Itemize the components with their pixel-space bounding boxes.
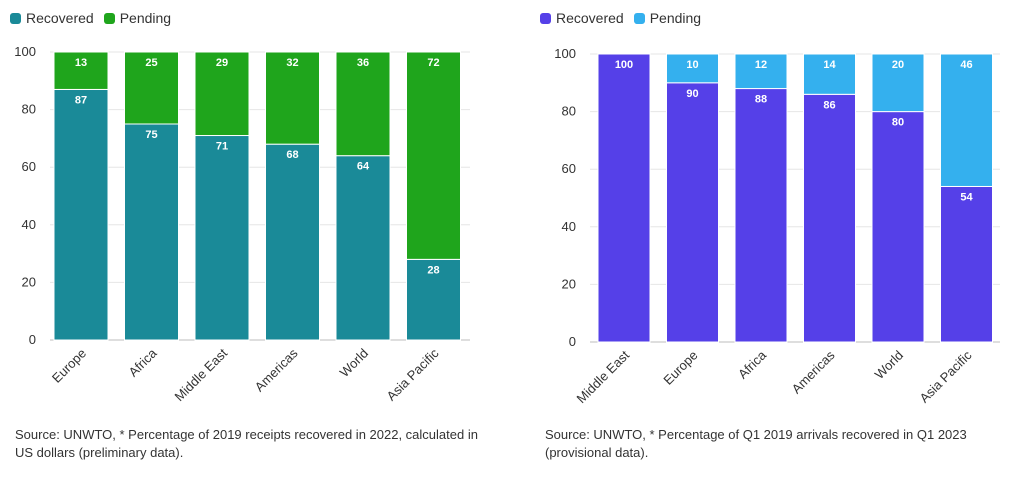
data-label: 14 bbox=[823, 59, 836, 71]
data-label: 54 bbox=[960, 191, 973, 203]
bar-pending[interactable] bbox=[406, 51, 461, 260]
bar-pending[interactable] bbox=[265, 51, 320, 145]
data-label: 36 bbox=[357, 57, 369, 69]
data-label: 64 bbox=[357, 161, 370, 173]
y-tick-label: 40 bbox=[562, 219, 576, 234]
data-label: 13 bbox=[75, 57, 87, 69]
data-label: 100 bbox=[615, 59, 633, 71]
data-label: 25 bbox=[145, 57, 157, 69]
stacked-bar-chart-receipts: 0 20 40 60 80 100 87 13 Europe 75 25 Africa 71 29 Midd… bbox=[14, 44, 470, 404]
data-label: 90 bbox=[686, 88, 698, 100]
x-tick-label: Africa bbox=[735, 347, 770, 382]
bar-pending[interactable] bbox=[335, 51, 391, 157]
bar-recovered[interactable] bbox=[265, 143, 320, 341]
data-label: 10 bbox=[686, 59, 698, 71]
x-tick-label: Middle East bbox=[573, 347, 632, 406]
bar-recovered[interactable] bbox=[940, 185, 993, 343]
chart-source-note: Source: UNWTO, * Percentage of Q1 2019 a… bbox=[545, 427, 967, 460]
y-tick-label: 20 bbox=[562, 276, 576, 291]
chart-panel-receipts: Recovered Pending 0 20 40 60 80 100 87 13 Europe… bbox=[10, 0, 500, 483]
x-tick-label: Africa bbox=[126, 345, 161, 380]
data-label: 32 bbox=[286, 57, 298, 69]
x-tick-label: Europe bbox=[660, 348, 700, 388]
x-tick-label: Americas bbox=[252, 345, 301, 394]
bar-pending[interactable] bbox=[803, 53, 856, 95]
y-tick-label: 0 bbox=[569, 334, 576, 349]
y-tick-label: 40 bbox=[22, 217, 36, 232]
data-label: 71 bbox=[216, 141, 228, 153]
data-label: 29 bbox=[216, 57, 228, 69]
bar-pending[interactable] bbox=[666, 53, 719, 84]
bar-recovered[interactable] bbox=[734, 88, 788, 343]
x-tick-label: Asia Pacific bbox=[916, 347, 974, 405]
bar-recovered[interactable] bbox=[666, 82, 719, 343]
data-label: 75 bbox=[145, 129, 157, 141]
x-tick-label: World bbox=[337, 346, 371, 380]
y-tick-label: 20 bbox=[22, 274, 36, 289]
bar-recovered[interactable] bbox=[124, 123, 179, 341]
y-tick-label: 80 bbox=[22, 102, 36, 117]
bar-recovered[interactable] bbox=[194, 135, 250, 341]
bar-pending[interactable] bbox=[53, 51, 109, 90]
legend: Recovered Pending bbox=[540, 10, 711, 26]
chart-source-note: Source: UNWTO, * Percentage of 2019 rece… bbox=[15, 427, 478, 460]
stacked-bar-chart-arrivals: 0 20 40 60 80 100 100 Middle East 90 10 Europe 88 12… bbox=[554, 46, 1000, 406]
legend-item-recovered[interactable]: Recovered bbox=[10, 10, 94, 26]
legend-swatch-pending bbox=[633, 12, 645, 24]
y-tick-label: 60 bbox=[22, 159, 36, 174]
legend-item-recovered[interactable]: Recovered bbox=[540, 10, 624, 26]
bar-pending[interactable] bbox=[124, 51, 179, 125]
x-tick-label: Middle East bbox=[171, 345, 230, 404]
data-label: 20 bbox=[892, 59, 904, 71]
data-label: 87 bbox=[75, 94, 87, 106]
y-tick-label: 100 bbox=[14, 44, 36, 59]
legend-label-recovered: Recovered bbox=[26, 10, 94, 26]
legend-swatch-recovered bbox=[540, 12, 551, 24]
legend-swatch-pending bbox=[103, 12, 115, 24]
x-tick-label: Asia Pacific bbox=[383, 345, 441, 403]
bar-recovered[interactable] bbox=[335, 155, 391, 341]
bar-pending[interactable] bbox=[194, 51, 250, 137]
legend-label-pending: Pending bbox=[649, 10, 702, 26]
legend-swatch-recovered bbox=[10, 12, 21, 24]
bar-pending[interactable] bbox=[734, 53, 788, 90]
legend-label-recovered: Recovered bbox=[556, 10, 624, 26]
bar-recovered[interactable] bbox=[803, 93, 856, 343]
data-label: 80 bbox=[892, 117, 904, 129]
x-tick-label: Americas bbox=[789, 347, 838, 396]
data-label: 86 bbox=[823, 99, 835, 111]
bar-recovered[interactable] bbox=[871, 111, 925, 343]
y-tick-label: 0 bbox=[29, 332, 36, 347]
bar-recovered[interactable] bbox=[406, 258, 461, 341]
data-label: 46 bbox=[960, 59, 972, 71]
y-tick-label: 100 bbox=[554, 46, 576, 61]
bar-pending[interactable] bbox=[940, 53, 993, 187]
legend: Recovered Pending bbox=[10, 10, 181, 26]
legend-label-pending: Pending bbox=[119, 10, 172, 26]
chart-panel-arrivals: Recovered Pending 0 20 40 60 80 100 100 Middle … bbox=[540, 0, 1024, 483]
x-tick-label: Europe bbox=[49, 346, 89, 386]
bar-recovered[interactable] bbox=[597, 53, 651, 343]
data-label: 88 bbox=[755, 94, 767, 106]
bar-pending[interactable] bbox=[871, 53, 925, 113]
data-label: 68 bbox=[286, 149, 298, 161]
x-tick-label: World bbox=[872, 348, 906, 382]
data-label: 12 bbox=[755, 59, 767, 71]
legend-item-pending[interactable]: Pending bbox=[103, 10, 172, 26]
legend-item-pending[interactable]: Pending bbox=[633, 10, 702, 26]
y-tick-label: 60 bbox=[562, 161, 576, 176]
bar-recovered[interactable] bbox=[53, 88, 109, 341]
data-label: 28 bbox=[427, 264, 439, 276]
data-label: 72 bbox=[427, 57, 439, 69]
y-tick-label: 80 bbox=[562, 104, 576, 119]
